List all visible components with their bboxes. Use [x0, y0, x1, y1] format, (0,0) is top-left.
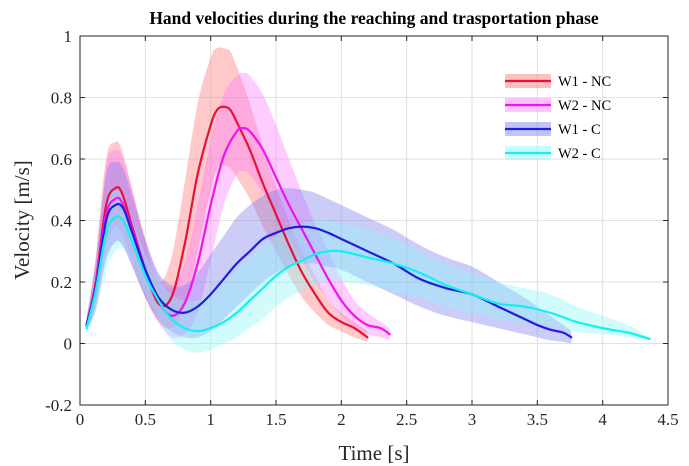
- x-tick-label: 2: [337, 410, 346, 429]
- x-tick-label: 1: [206, 410, 215, 429]
- x-tick-label: 4: [598, 410, 607, 429]
- legend-label-w2-nc: W2 - NC: [558, 98, 611, 114]
- line-w1-c: [85, 202, 573, 339]
- y-tick-label: 0.6: [51, 150, 72, 169]
- x-tick-label: 3: [468, 410, 477, 429]
- x-tick-label: 0: [76, 410, 85, 429]
- x-axis-label: Time [s]: [339, 441, 410, 465]
- x-tick-label: 4.5: [657, 410, 678, 429]
- x-tick-label: 0.5: [135, 410, 156, 429]
- x-tick-label: 1.5: [265, 410, 286, 429]
- legend-label-w1-nc: W1 - NC: [558, 74, 611, 90]
- y-tick-label: 0: [64, 335, 73, 354]
- legend-label-w1-c: W1 - C: [558, 122, 601, 138]
- y-axis-label: Velocity [m/s]: [10, 160, 34, 280]
- y-tick-label: -0.2: [45, 396, 72, 415]
- chart-title: Hand velocities during the reaching and …: [149, 8, 599, 28]
- band-w2-nc: [86, 72, 390, 341]
- legend-label-w2-c: W2 - C: [558, 146, 601, 162]
- series-lines: [85, 105, 651, 340]
- line-w1-nc: [85, 105, 369, 339]
- y-tick-label: 0.4: [51, 212, 73, 231]
- y-tick-label: 1: [64, 27, 73, 46]
- line-w2-c: [85, 215, 651, 340]
- tick-labels: 0 0.5 1 1.5 2 2.5 3 3.5 4 4.5-0.200.20.40.60.81: [45, 27, 679, 429]
- y-tick-label: 0.2: [51, 273, 72, 292]
- band-w1-nc: [86, 47, 368, 342]
- grid: [80, 36, 668, 405]
- y-tick-label: 0.8: [51, 89, 72, 108]
- line-w2-nc: [85, 126, 391, 336]
- x-tick-label: 2.5: [396, 410, 417, 429]
- legend: W1 - NC W2 - NC W1 - C W2 - C: [505, 74, 611, 162]
- x-tick-label: 3.5: [527, 410, 548, 429]
